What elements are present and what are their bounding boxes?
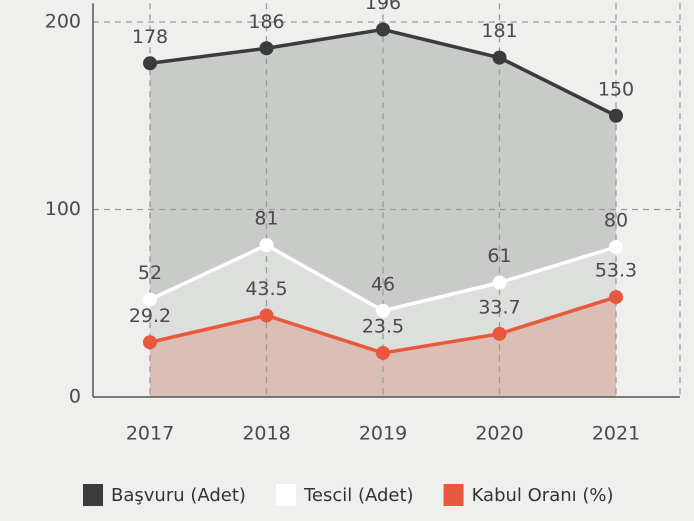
data-label: 29.2 — [129, 305, 171, 327]
data-label: 181 — [481, 20, 517, 42]
marker — [492, 326, 507, 341]
marker — [143, 292, 157, 307]
marker — [492, 275, 507, 290]
marker — [609, 240, 623, 254]
data-label: 178 — [132, 26, 168, 48]
data-label: 61 — [487, 245, 511, 267]
y-tick-label: 100 — [45, 198, 81, 220]
x-tick-label: 2020 — [475, 423, 523, 445]
x-tick-label: 2018 — [242, 423, 290, 445]
data-label: 186 — [248, 11, 284, 33]
marker — [492, 50, 507, 65]
y-tick-label: 0 — [69, 386, 81, 408]
marker — [376, 345, 390, 360]
legend-label: Başvuru (Adet) — [111, 485, 246, 506]
data-label: 81 — [254, 208, 278, 230]
data-label: 43.5 — [245, 278, 287, 300]
marker — [143, 335, 157, 350]
legend-label: Tescil (Adet) — [303, 485, 414, 506]
data-label: 46 — [371, 273, 395, 295]
legend-swatch — [275, 484, 296, 506]
data-label: 33.7 — [478, 296, 520, 318]
marker — [259, 308, 274, 323]
marker — [143, 56, 157, 71]
marker — [609, 108, 623, 123]
marker — [609, 290, 623, 305]
legend-swatch — [83, 484, 103, 506]
data-label: 150 — [598, 78, 634, 100]
marker — [259, 238, 274, 253]
data-label: 53.3 — [595, 260, 637, 282]
marker — [376, 303, 390, 318]
data-label: 196 — [365, 0, 401, 14]
marker — [259, 41, 274, 56]
x-tick-label: 2017 — [126, 423, 174, 445]
x-tick-label: 2019 — [359, 423, 407, 445]
x-tick-label: 2021 — [592, 423, 640, 445]
data-label: 23.5 — [362, 315, 404, 337]
legend-label: Kabul Oranı (%) — [472, 485, 614, 506]
legend-swatch — [443, 484, 464, 506]
marker — [376, 22, 390, 37]
data-label: 52 — [138, 262, 162, 284]
data-label: 80 — [604, 210, 628, 232]
y-tick-label: 200 — [45, 11, 81, 33]
